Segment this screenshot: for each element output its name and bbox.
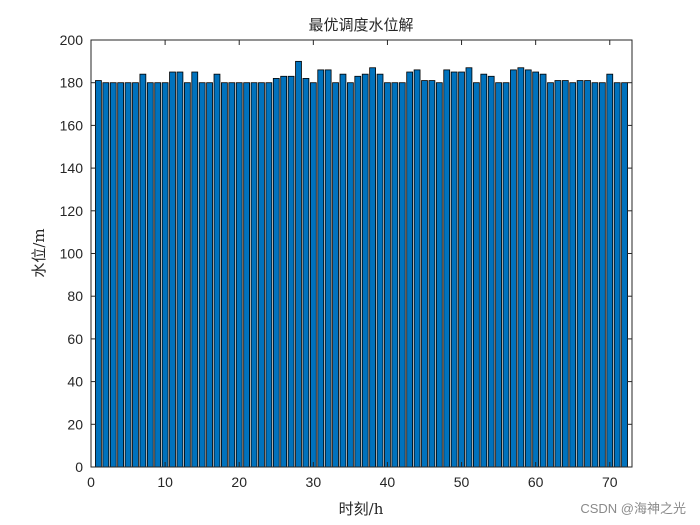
bar-60 — [532, 71, 540, 468]
bar-72 — [621, 82, 628, 468]
bar-31 — [317, 69, 325, 468]
bar-39 — [376, 73, 384, 468]
bar-43 — [406, 71, 414, 468]
y-tick-label-80: 80 — [67, 288, 83, 304]
y-tick-label-140: 140 — [60, 160, 84, 176]
bar-66 — [576, 80, 584, 468]
bar-18 — [221, 82, 228, 468]
bar-17 — [213, 73, 221, 468]
bar-71 — [613, 82, 621, 468]
bar-9 — [154, 82, 162, 468]
x-tick-label-50: 50 — [454, 474, 470, 490]
bar-57 — [510, 69, 517, 468]
watermark: CSDN @海神之光 — [580, 501, 686, 516]
bar-55 — [495, 82, 502, 468]
bar-29 — [302, 78, 310, 468]
bar-27 — [287, 75, 295, 468]
bar-30 — [309, 82, 317, 468]
x-tick-label-10: 10 — [157, 474, 173, 490]
y-axis-title: 水位/m — [30, 228, 48, 277]
bar-62 — [547, 82, 554, 468]
x-tick-label-60: 60 — [528, 474, 544, 490]
bar-7 — [139, 73, 147, 468]
bar-11 — [169, 71, 176, 468]
bar-69 — [598, 82, 606, 468]
bar-1 — [95, 80, 102, 468]
bar-41 — [391, 82, 399, 468]
bar-12 — [176, 71, 184, 468]
y-tick-label-160: 160 — [60, 117, 84, 133]
chart-title: 最优调度水位解 — [308, 16, 413, 34]
y-tick-label-200: 200 — [60, 32, 84, 48]
y-tick-label-0: 0 — [75, 459, 83, 475]
y-tick-label-40: 40 — [67, 374, 83, 390]
bar-33 — [332, 82, 339, 468]
x-tick-label-20: 20 — [231, 474, 247, 490]
bar-4 — [117, 82, 125, 468]
bar-10 — [161, 82, 169, 468]
bar-23 — [258, 82, 265, 468]
bar-65 — [569, 82, 577, 468]
bar-44 — [413, 69, 421, 468]
bar-5 — [124, 82, 132, 468]
y-tick-label-100: 100 — [60, 246, 84, 262]
bar-50 — [458, 71, 465, 468]
bar-52 — [473, 82, 480, 468]
bar-35 — [347, 82, 354, 468]
bar-19 — [228, 82, 236, 468]
bar-34 — [339, 73, 347, 468]
x-tick-label-40: 40 — [380, 474, 396, 490]
bar-51 — [465, 67, 473, 468]
bar-59 — [524, 69, 532, 468]
bar-13 — [183, 82, 191, 468]
bar-47 — [435, 82, 443, 468]
bar-25 — [272, 78, 280, 468]
bar-68 — [591, 82, 599, 468]
axis-ticks: 0 10 20 30 40 50 60 70 0 20 40 60 80 100 120 140 160 180 2… — [60, 32, 632, 490]
bar-15 — [198, 82, 206, 468]
bar-46 — [428, 80, 436, 468]
bar-56 — [502, 82, 510, 468]
bar-53 — [480, 73, 488, 468]
bar-40 — [384, 82, 391, 468]
bar-63 — [554, 80, 562, 468]
bar-54 — [487, 75, 495, 468]
bar-8 — [146, 82, 154, 468]
bar-49 — [450, 71, 458, 468]
bar-48 — [443, 69, 451, 468]
bar-58 — [517, 67, 525, 468]
x-axis-title: 时刻/h — [339, 500, 384, 518]
bar-28 — [295, 60, 302, 468]
bar-37 — [361, 73, 369, 468]
bar-20 — [235, 82, 243, 468]
bar-26 — [280, 75, 288, 468]
bar-2 — [102, 82, 110, 468]
bar-24 — [265, 82, 273, 468]
bar-64 — [561, 80, 569, 468]
bar-32 — [324, 69, 332, 468]
x-tick-label-30: 30 — [306, 474, 322, 490]
bar-3 — [109, 82, 117, 468]
y-tick-label-60: 60 — [67, 331, 83, 347]
x-tick-label-70: 70 — [602, 474, 618, 490]
bar-16 — [206, 82, 213, 468]
bar-22 — [250, 82, 258, 468]
bar-42 — [398, 82, 406, 468]
bar-70 — [606, 73, 614, 468]
bar-45 — [421, 80, 428, 468]
y-tick-label-180: 180 — [60, 75, 84, 91]
bar-67 — [584, 80, 591, 468]
bar-38 — [369, 67, 376, 468]
bar-6 — [132, 82, 139, 468]
y-tick-label-120: 120 — [60, 203, 84, 219]
bar-61 — [539, 73, 547, 468]
x-tick-label-0: 0 — [87, 474, 95, 490]
bar-36 — [354, 75, 362, 468]
y-tick-label-20: 20 — [67, 416, 83, 432]
bar-21 — [243, 82, 250, 468]
bar-14 — [191, 71, 199, 468]
